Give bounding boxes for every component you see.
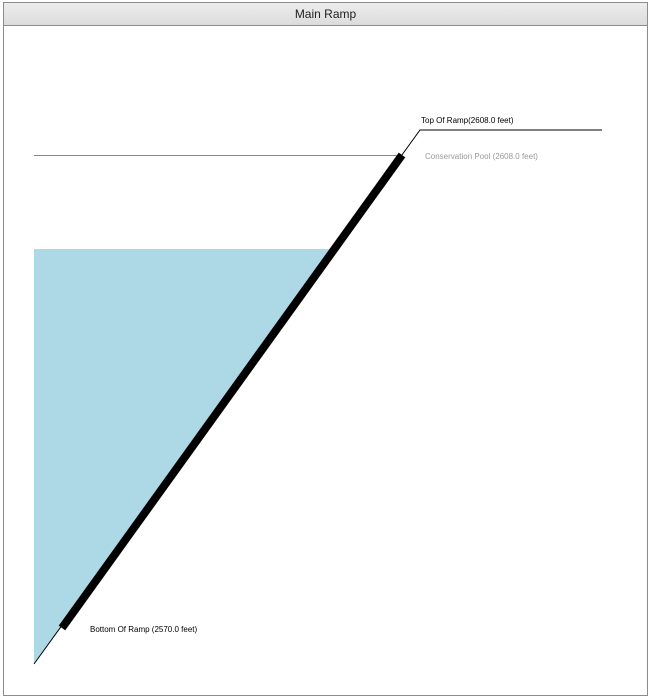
- ramp-surface: [58, 152, 406, 631]
- conservation-pool-label: Conservation Pool (2608.0 feet): [425, 152, 538, 161]
- panel-title: Main Ramp: [4, 3, 647, 26]
- bottom-of-ramp-label: Bottom Of Ramp (2570.0 feet): [90, 625, 197, 634]
- top-of-ramp-label: Top Of Ramp(2608.0 feet): [421, 116, 514, 125]
